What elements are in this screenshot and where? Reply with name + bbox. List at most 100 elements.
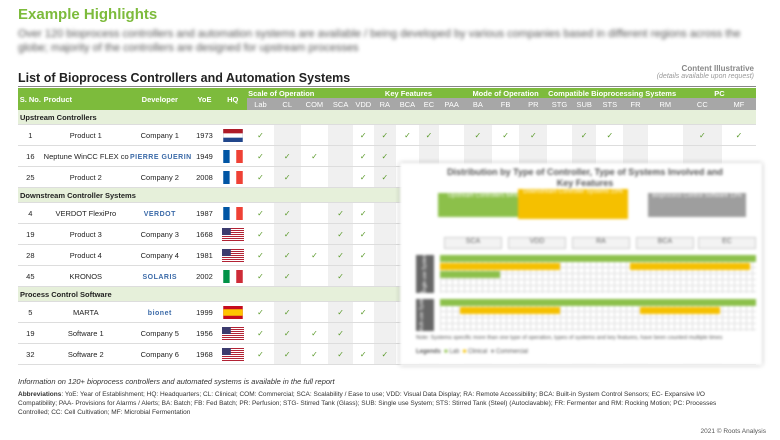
overlay-side-multi-use: Multi-use Systems [416, 291, 434, 332]
check-icon: ✓ [699, 130, 706, 140]
check-icon: ✓ [257, 229, 264, 239]
cell-fb: ✓ [491, 124, 520, 146]
section-header: Upstream Controllers [18, 110, 756, 125]
cell-sca [328, 124, 353, 146]
check-icon: ✓ [257, 250, 264, 260]
cell-cl: ✓ [273, 166, 301, 188]
cell-lab: ✓ [247, 265, 274, 287]
check-icon: ✓ [606, 130, 614, 140]
group-mode: Mode of Operation [463, 88, 548, 98]
col-cl: CL [273, 98, 301, 110]
check-icon: ✓ [381, 151, 389, 161]
cell-vdd: ✓ [352, 301, 374, 323]
table-row: 1 Product 1 Company 1 1973 ✓ ✓ ✓ ✓ ✓ ✓ ✓ ✓ ✓ ✓ ✓ ✓ [18, 124, 756, 146]
check-icon: ✓ [381, 130, 389, 140]
row-developer: Company 3 [128, 223, 191, 245]
check-icon: ✓ [283, 328, 291, 338]
row-hq-flag [218, 145, 248, 167]
row-product: Software 1 [42, 322, 129, 344]
row-hq-flag [218, 301, 248, 323]
us-flag-icon [221, 227, 244, 241]
check-icon: ✓ [257, 349, 264, 359]
cell-sca: ✓ [328, 244, 353, 266]
overlay-cat-ec: EC [698, 237, 756, 249]
company-logo: VERDOT [143, 210, 176, 218]
us-flag-icon [221, 347, 244, 361]
check-icon: ✓ [257, 208, 264, 218]
row-hq-flag [218, 166, 248, 188]
cell-ba: ✓ [463, 124, 492, 146]
check-icon: ✓ [311, 328, 318, 338]
cell-vdd [352, 265, 374, 287]
row-yoe: 1968 [190, 343, 219, 365]
illustrative-note: Content Illustrative (details available … [657, 64, 754, 80]
illustrative-detail: (details available upon request) [656, 73, 754, 80]
check-icon: ✓ [381, 349, 389, 359]
fr-flag-icon [222, 149, 244, 163]
row-sno: 28 [18, 244, 43, 266]
cell-com [300, 265, 329, 287]
row-hq-flag [218, 322, 248, 344]
col-sca: SCA [328, 98, 353, 110]
cell-ra [373, 265, 397, 287]
cell-lab: ✓ [247, 301, 274, 323]
col-vdd: VDD [352, 98, 374, 110]
check-icon: ✓ [359, 130, 367, 140]
cell-vdd: ✓ [352, 124, 374, 146]
fr-flag-icon [222, 206, 244, 220]
it-flag-icon [222, 269, 244, 283]
row-yoe: 1973 [190, 124, 219, 146]
row-sno: 4 [18, 202, 43, 224]
check-icon: ✓ [359, 250, 367, 260]
row-sno: 32 [18, 343, 43, 365]
row-hq-flag [218, 244, 248, 266]
overlay-side-single-use: Single-use Systems [416, 251, 434, 295]
group-scale: Scale of Operation [247, 88, 353, 98]
overlay-cat-bca: BCA [636, 237, 694, 249]
cell-cc: ✓ [682, 124, 722, 146]
check-icon: ✓ [283, 307, 291, 317]
row-developer: Company 2 [128, 166, 191, 188]
check-icon: ✓ [283, 229, 291, 239]
row-yoe: 2008 [190, 166, 219, 188]
row-developer-logo: bionet [128, 301, 191, 323]
cell-fr [623, 124, 648, 146]
check-icon: ✓ [283, 151, 291, 161]
cell-lab: ✓ [247, 124, 274, 146]
cell-cl: ✓ [273, 265, 301, 287]
cell-com: ✓ [300, 343, 329, 365]
cell-sca: ✓ [328, 223, 353, 245]
cell-lab: ✓ [247, 343, 274, 365]
check-icon: ✓ [257, 172, 264, 182]
overlay-box-software: Bioprocess Control Software 13% [648, 193, 746, 217]
cell-sca: ✓ [328, 265, 353, 287]
row-sno: 19 [18, 223, 43, 245]
cell-cc [682, 145, 722, 167]
row-product: Product 1 [42, 124, 129, 146]
cell-ra: ✓ [373, 343, 397, 365]
cell-ra [373, 244, 397, 266]
cell-com: ✓ [300, 322, 329, 344]
row-sno: 45 [18, 265, 43, 287]
row-sno: 25 [18, 166, 43, 188]
cell-vdd: ✓ [352, 145, 374, 167]
col-yoe: YoE [190, 88, 219, 110]
footnote: Information on 120+ bioprocess controlle… [18, 377, 335, 386]
overlay-grid-bottom [440, 299, 756, 331]
overlay-cat-vdd: VDD [508, 237, 566, 249]
check-icon: ✓ [381, 172, 389, 182]
col-cc: CC [682, 98, 722, 110]
check-icon: ✓ [283, 208, 291, 218]
check-icon: ✓ [404, 130, 411, 140]
us-flag-icon [221, 326, 244, 340]
row-hq-flag [218, 124, 248, 146]
check-icon: ✓ [735, 130, 743, 140]
fr-flag-icon [222, 170, 244, 184]
overlay-side-multi-use-label: Multi-use Systems [419, 291, 425, 332]
legend-clinical: Clinical [467, 349, 488, 355]
check-icon: ✓ [337, 307, 344, 317]
check-icon: ✓ [283, 271, 291, 281]
cell-ra: ✓ [373, 166, 397, 188]
highlights-text: Over 120 bioprocess controllers and auto… [18, 28, 741, 54]
col-sub: SUB [571, 98, 597, 110]
